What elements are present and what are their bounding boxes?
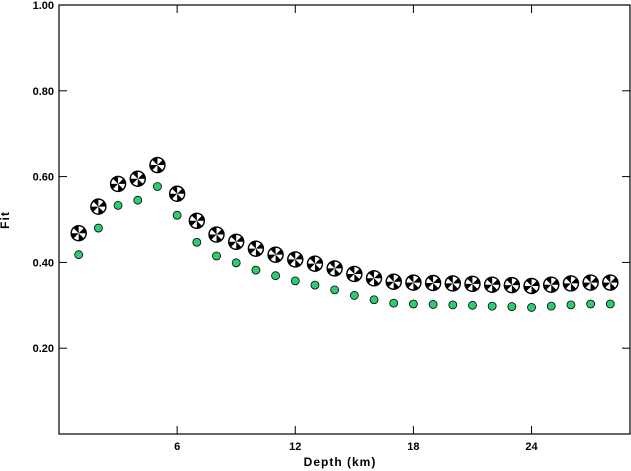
green-point <box>133 195 143 205</box>
beachball-point <box>208 226 225 243</box>
beachball-point <box>109 175 127 193</box>
beachball-point <box>582 274 599 291</box>
green-point <box>172 210 182 220</box>
beachball-point <box>90 198 107 215</box>
plot-frame <box>58 4 631 435</box>
beachball-point <box>464 275 481 293</box>
beachball-point <box>602 274 619 291</box>
x-tick-label: 6 <box>174 441 180 453</box>
green-point <box>605 299 615 309</box>
green-point <box>409 299 418 309</box>
green-point <box>468 300 477 310</box>
y-tick-label: 0.80 <box>33 86 54 98</box>
x-axis-title: Depth (km) <box>304 455 377 469</box>
green-point <box>586 299 596 309</box>
beachball-point <box>70 225 87 242</box>
green-point <box>507 302 517 311</box>
series-beachball-points <box>70 156 619 295</box>
beachball-point <box>149 156 166 174</box>
green-point <box>389 298 399 308</box>
beachball-point <box>306 255 324 272</box>
green-point <box>153 182 162 191</box>
y-axis-title: Fit <box>0 211 12 229</box>
green-point <box>330 285 340 295</box>
green-point <box>251 265 261 275</box>
green-point <box>527 303 536 312</box>
green-point <box>290 276 300 286</box>
beachball-point <box>385 273 402 290</box>
green-point <box>192 237 202 247</box>
beachball-point <box>444 275 461 292</box>
beachball-point <box>523 277 540 295</box>
green-point <box>93 223 103 233</box>
beachball-point <box>346 265 363 283</box>
green-point <box>231 258 241 268</box>
green-point <box>369 295 379 305</box>
green-point <box>271 271 280 281</box>
y-tick-label: 0.60 <box>33 172 54 184</box>
green-point <box>487 301 497 311</box>
green-point <box>546 301 556 311</box>
green-point <box>448 300 458 310</box>
y-tick-label: 1.00 <box>33 0 54 12</box>
x-tick-label: 12 <box>289 441 301 453</box>
beachball-point <box>228 233 245 251</box>
beachball-point <box>424 274 442 292</box>
green-point <box>212 251 221 261</box>
y-axis-ticks: 0.20 0.40 0.60 0.80 1.00 <box>33 0 630 355</box>
beachball-point <box>503 276 521 294</box>
x-tick-label: 24 <box>525 441 538 453</box>
beachball-point <box>168 185 186 202</box>
green-point <box>566 300 576 310</box>
beachball-point <box>405 274 422 291</box>
beachball-point <box>129 170 146 187</box>
y-tick-label: 0.40 <box>33 257 54 269</box>
green-point <box>310 280 320 290</box>
green-point <box>349 291 359 300</box>
beachball-point <box>483 276 501 293</box>
beachball-point <box>543 276 560 293</box>
green-point <box>74 250 84 260</box>
series-green-points <box>74 182 615 312</box>
beachball-point <box>267 246 284 263</box>
beachball-point <box>287 251 304 268</box>
beachball-point <box>365 270 383 287</box>
beachball-point <box>247 240 265 257</box>
beachball-point <box>326 260 343 277</box>
beachball-point <box>188 212 206 229</box>
x-axis-ticks: 6 12 18 24 <box>174 5 539 453</box>
green-point <box>428 300 438 309</box>
green-point <box>113 200 123 210</box>
x-tick-label: 18 <box>407 441 419 453</box>
y-tick-label: 0.20 <box>33 343 54 355</box>
beachball-point <box>562 275 580 292</box>
